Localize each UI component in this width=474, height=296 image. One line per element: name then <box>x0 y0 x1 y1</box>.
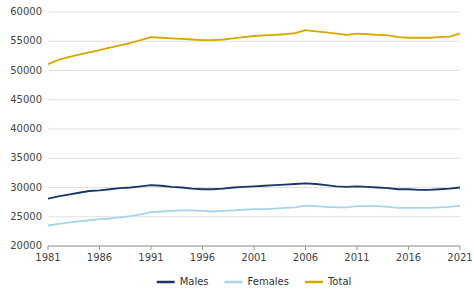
x-tick <box>460 246 461 250</box>
x-tick-label: 2016 <box>396 252 421 263</box>
chart-container: 20000 25000 30000 35000 40000 45000 50000 55000… <box>0 0 474 296</box>
x-tick <box>202 246 203 250</box>
x-tick <box>305 246 306 250</box>
x-tick <box>254 246 255 250</box>
legend-swatch <box>225 281 243 284</box>
y-tick-label: 55000 <box>10 35 42 46</box>
lines <box>48 30 460 225</box>
y-tick-label: 35000 <box>10 152 42 163</box>
legend-item: Females <box>225 276 289 287</box>
grid-line <box>48 99 460 100</box>
series-line <box>48 30 460 64</box>
legend-item: Males <box>157 276 209 287</box>
grid-line <box>48 41 460 42</box>
x-tick-label: 2006 <box>293 252 318 263</box>
y-tick-label: 40000 <box>10 123 42 134</box>
grid-line <box>48 129 460 130</box>
series-line <box>48 183 460 198</box>
y-tick-label: 50000 <box>10 65 42 76</box>
legend-label: Females <box>248 276 289 287</box>
legend: Males Females Total <box>157 276 352 287</box>
x-tick <box>99 246 100 250</box>
axes: 20000 25000 30000 35000 40000 45000 50000 55000… <box>10 6 473 263</box>
legend-swatch <box>305 281 323 284</box>
x-tick-label: 1996 <box>190 252 215 263</box>
x-tick-label: 1991 <box>138 252 163 263</box>
x-tick <box>408 246 409 250</box>
x-tick <box>357 246 358 250</box>
grid-line <box>48 12 460 13</box>
x-tick-label: 2001 <box>241 252 266 263</box>
grid-line <box>48 70 460 71</box>
grid <box>48 12 460 246</box>
x-tick-label: 1981 <box>35 252 60 263</box>
y-tick-label: 20000 <box>10 240 42 251</box>
y-tick-label: 60000 <box>10 6 42 17</box>
grid-line <box>48 158 460 159</box>
series-line <box>48 206 460 226</box>
x-tick <box>151 246 152 250</box>
x-tick-label: 2011 <box>344 252 369 263</box>
y-tick-label: 45000 <box>10 94 42 105</box>
grid-line <box>48 216 460 217</box>
x-tick-label: 2021 <box>447 252 472 263</box>
chart-svg: 20000 25000 30000 35000 40000 45000 50000 55000… <box>0 0 474 296</box>
x-tick <box>48 246 49 250</box>
legend-item: Total <box>305 276 351 287</box>
legend-label: Total <box>327 276 351 287</box>
y-tick-label: 30000 <box>10 182 42 193</box>
y-tick-label: 25000 <box>10 211 42 222</box>
x-tick-label: 1986 <box>87 252 112 263</box>
legend-swatch <box>157 281 175 284</box>
legend-label: Males <box>180 276 209 287</box>
